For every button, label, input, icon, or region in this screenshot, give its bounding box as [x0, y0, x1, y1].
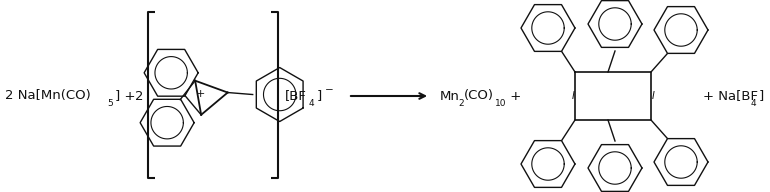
- Text: 4: 4: [751, 98, 757, 108]
- Text: +: +: [506, 89, 521, 103]
- Text: + Na[BF: + Na[BF: [703, 89, 758, 103]
- Text: ]: ]: [317, 89, 323, 103]
- Text: 10: 10: [495, 98, 507, 108]
- Text: 2: 2: [458, 98, 464, 108]
- Text: Mn: Mn: [440, 89, 460, 103]
- Text: ]: ]: [759, 89, 765, 103]
- Text: 2 Na[Mn(CO): 2 Na[Mn(CO): [5, 89, 91, 103]
- Text: +: +: [196, 89, 205, 99]
- Text: I: I: [571, 91, 574, 101]
- Text: [BF: [BF: [285, 89, 307, 103]
- Text: −: −: [325, 85, 333, 95]
- Text: (CO): (CO): [464, 89, 494, 103]
- Text: 4: 4: [309, 98, 315, 108]
- Text: 2: 2: [135, 89, 143, 103]
- Text: ] +: ] +: [115, 89, 136, 103]
- Text: 5: 5: [107, 98, 112, 108]
- Text: I: I: [651, 91, 654, 101]
